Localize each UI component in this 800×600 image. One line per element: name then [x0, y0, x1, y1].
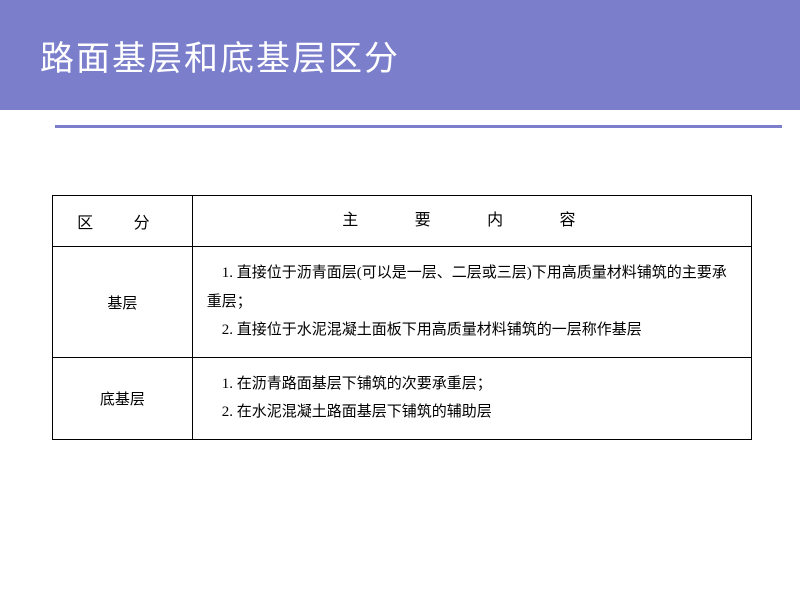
table-header-row: 区 分 主 要 内 容 [53, 196, 752, 247]
row-content: 1. 直接位于沥青面层(可以是一层、二层或三层)下用高质量材料铺筑的主要承重层；… [192, 247, 751, 358]
content-area: 区 分 主 要 内 容 基层 1. 直接位于沥青面层(可以是一层、二层或三层)下… [52, 195, 752, 440]
table-header-content: 主 要 内 容 [192, 196, 751, 247]
title-band: 路面基层和底基层区分 [0, 0, 800, 110]
row-content: 1. 在沥青路面基层下铺筑的次要承重层； 2. 在水泥混凝土路面基层下铺筑的辅助… [192, 357, 751, 439]
table-header-category: 区 分 [53, 196, 193, 247]
table-row: 底基层 1. 在沥青路面基层下铺筑的次要承重层； 2. 在水泥混凝土路面基层下铺… [53, 357, 752, 439]
comparison-table: 区 分 主 要 内 容 基层 1. 直接位于沥青面层(可以是一层、二层或三层)下… [52, 195, 752, 440]
row-category: 基层 [53, 247, 193, 358]
page-title: 路面基层和底基层区分 [40, 31, 400, 80]
row-category: 底基层 [53, 357, 193, 439]
table-row: 基层 1. 直接位于沥青面层(可以是一层、二层或三层)下用高质量材料铺筑的主要承… [53, 247, 752, 358]
title-divider [55, 125, 782, 128]
